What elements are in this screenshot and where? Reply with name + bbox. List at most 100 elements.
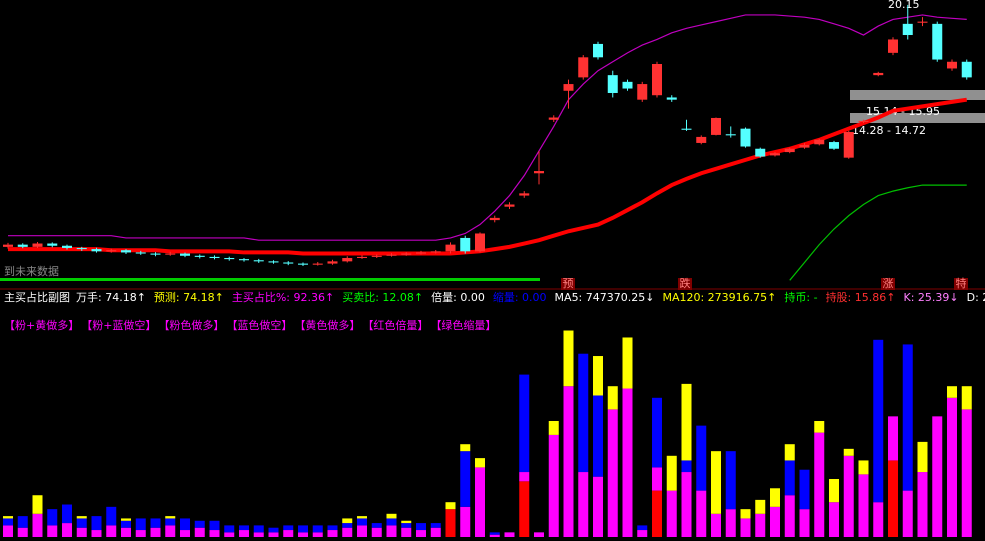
candle-body (843, 132, 854, 158)
readout: 买卖比: 12.08↑ (342, 291, 423, 304)
volume-segment (239, 530, 249, 537)
volume-segment (224, 525, 235, 533)
volume-segment (799, 469, 810, 510)
volume-segment (843, 448, 854, 456)
legend-item: 【蓝色做空】 (226, 318, 292, 332)
marker-box (954, 278, 968, 290)
volume-segment (593, 395, 603, 477)
volume-segment (357, 518, 367, 526)
volume-segment (180, 530, 190, 537)
volume-segment (519, 374, 530, 473)
price-label: 20.15 (888, 0, 920, 11)
volume-segment (342, 527, 353, 537)
volume-segment (268, 532, 279, 537)
candle-body (416, 252, 426, 254)
candle-body (740, 128, 751, 147)
candle-body (121, 250, 131, 253)
volume-segment (504, 532, 515, 537)
candle-body (652, 64, 662, 96)
candle-body (430, 251, 441, 253)
candle-body (858, 120, 869, 122)
readout: 倍量: 0.00 (431, 290, 485, 304)
candle-body (799, 144, 810, 148)
volume-segment (224, 532, 235, 537)
candle-body (902, 23, 913, 36)
volume-segment (327, 530, 338, 537)
volume-segment (150, 527, 161, 537)
candle-body (298, 263, 308, 265)
volume-segment (593, 476, 603, 537)
candle-body (3, 244, 13, 247)
readout: MA120: 273916.75↑ (662, 291, 776, 304)
volume-segment (637, 530, 648, 537)
candle-body (106, 250, 117, 252)
candle-body (91, 249, 102, 252)
volume-segment (121, 520, 131, 528)
candle-body (386, 254, 397, 256)
volume-segment (47, 525, 58, 537)
volume-segment (91, 516, 102, 531)
note: 到未来数据 (4, 264, 59, 278)
volume-segment (268, 527, 279, 533)
legend-item: 【粉+黄做多】 (4, 318, 79, 332)
volume-segment (401, 520, 412, 524)
volume-segment (696, 425, 707, 491)
volume-segment (445, 502, 456, 510)
candle-body (504, 204, 515, 207)
volume-segment (637, 525, 648, 531)
legend-item: 【粉色做多】 (158, 318, 224, 332)
panel-name: 主买占比副图 (4, 290, 70, 304)
volume-segment (17, 516, 28, 528)
volume-segment (194, 520, 205, 528)
volume-segment (76, 516, 87, 519)
ma-line (8, 97, 968, 256)
volume-segment (784, 495, 795, 537)
volume-segment (784, 460, 795, 496)
volume-segment (62, 504, 72, 524)
ma-line (789, 184, 967, 281)
candle-body (489, 217, 500, 221)
volume-segment (430, 523, 441, 528)
volume-segment (47, 509, 58, 526)
volume-segment (607, 409, 618, 537)
volume-segment (194, 527, 205, 537)
volume-segment (829, 479, 839, 503)
volume-segment (666, 455, 677, 491)
volume-segment (593, 356, 603, 396)
volume-segment (711, 451, 721, 514)
volume-segment (17, 527, 28, 537)
volume-segment (298, 532, 308, 537)
candle-body (460, 237, 471, 252)
marker-box (561, 278, 575, 290)
volume-segment (489, 532, 500, 535)
volume-segment (121, 527, 131, 537)
candle-body (519, 193, 530, 196)
volume-segment (239, 525, 249, 531)
volume-segment (622, 388, 633, 537)
candle-body (327, 261, 338, 264)
volume-segment (902, 344, 913, 491)
volume-segment (298, 525, 308, 533)
candle-body (283, 262, 294, 264)
price-range: 14.28 - 14.72 (852, 124, 926, 137)
candle-body (548, 117, 559, 120)
volume-segment (3, 525, 13, 537)
volume-segment (401, 527, 412, 537)
volume-segment (460, 444, 471, 452)
volume-segment (534, 532, 544, 537)
volume-segment (371, 527, 382, 537)
volume-segment (711, 513, 721, 537)
volume-segment (932, 416, 943, 537)
candle-body (563, 84, 574, 91)
readout: 缩量: 0.00 (493, 291, 547, 304)
volume-segment (386, 525, 397, 537)
candle-body (873, 72, 884, 76)
candle-body (371, 255, 382, 257)
legend-item: 【绿色缩量】 (430, 318, 496, 332)
legend-item: 【黄色做多】 (294, 318, 360, 332)
volume-segment (3, 518, 13, 526)
candle-body (194, 255, 205, 257)
volume-segment (858, 460, 869, 475)
volume-segment (62, 523, 72, 537)
